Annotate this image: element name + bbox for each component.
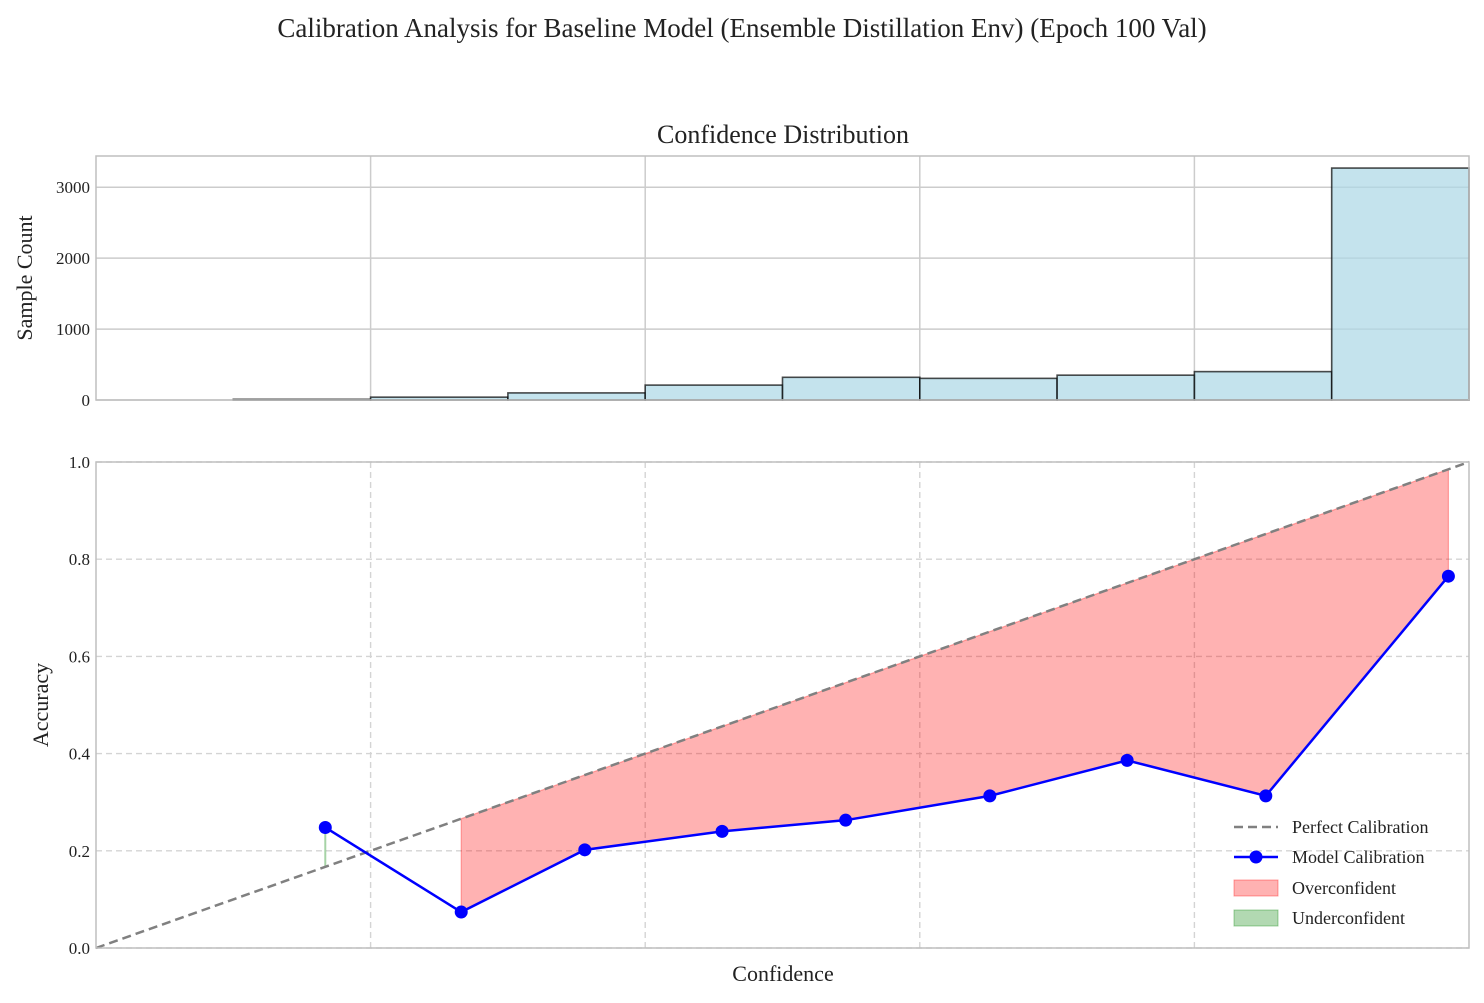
histogram-y-tick-label: 1000 — [56, 320, 90, 339]
calibration-y-tick-label: 0.4 — [69, 745, 91, 764]
legend-perfect-label: Perfect Calibration — [1292, 817, 1428, 837]
legend-underconfident-swatch — [1233, 909, 1279, 927]
histogram-y-tick-label: 3000 — [56, 178, 90, 197]
histogram-bar — [918, 377, 1058, 401]
calibration-frame — [95, 461, 1470, 949]
calibration-lines — [95, 460, 1470, 950]
histogram-bar — [781, 376, 921, 401]
histogram-ylabel: Sample Count — [12, 215, 37, 340]
calibration-ylabel: Accuracy — [28, 663, 53, 747]
legend-overconfident-swatch — [1233, 879, 1279, 897]
model-calibration-point — [983, 789, 997, 803]
histogram-panel: Confidence Distribution 0 1000 2000 3000 Sa… — [12, 120, 1470, 410]
calibration-xlabel: Confidence — [732, 961, 833, 986]
perfect-calibration-line — [95, 460, 1470, 950]
model-calibration-point — [454, 905, 468, 919]
figure-suptitle: Calibration Analysis for Baseline Model … — [277, 13, 1206, 43]
calibration-y-tick-label: 0.8 — [69, 550, 90, 569]
legend-model-marker — [1249, 850, 1263, 864]
model-calibration-point — [1120, 753, 1134, 767]
calibration-fills — [324, 468, 1450, 914]
model-calibration-point — [715, 824, 729, 838]
model-calibration-point — [1441, 569, 1455, 583]
histogram-grid — [96, 156, 1469, 401]
legend-overconfident-label: Overconfident — [1292, 878, 1396, 898]
calibration-y-tick-label: 0.6 — [69, 647, 90, 666]
histogram-bar — [644, 384, 784, 401]
histogram-bar — [1330, 167, 1470, 401]
model-calibration-point — [839, 813, 853, 827]
histogram-bar — [1193, 370, 1333, 401]
calibration-y-tick-label: 0.0 — [69, 939, 90, 958]
model-calibration-point — [578, 843, 592, 857]
histogram-title: Confidence Distribution — [657, 120, 909, 149]
calibration-y-tick-label: 0.2 — [69, 842, 90, 861]
legend: Perfect Calibration Model Calibration Ov… — [1233, 817, 1428, 928]
model-calibration-point — [1259, 789, 1273, 803]
histogram-bars — [232, 167, 1470, 401]
histogram-bar — [1056, 374, 1196, 401]
histogram-bar — [507, 392, 646, 401]
calibration-y-ticks: 0.0 0.2 0.4 0.6 0.8 1.0 — [69, 453, 91, 958]
legend-model-label: Model Calibration — [1292, 847, 1424, 867]
model-calibration-point — [318, 820, 332, 834]
histogram-y-tick-label: 2000 — [56, 249, 90, 268]
histogram-y-ticks: 0 1000 2000 3000 — [56, 178, 90, 410]
calibration-panel: 0.0 0.2 0.4 0.6 0.8 1.0 Accuracy Confidence P… — [28, 453, 1470, 986]
legend-underconfident-label: Underconfident — [1292, 908, 1405, 928]
calibration-y-tick-label: 1.0 — [69, 453, 90, 472]
histogram-y-tick-label: 0 — [82, 391, 91, 410]
histogram-frame — [95, 155, 1470, 401]
